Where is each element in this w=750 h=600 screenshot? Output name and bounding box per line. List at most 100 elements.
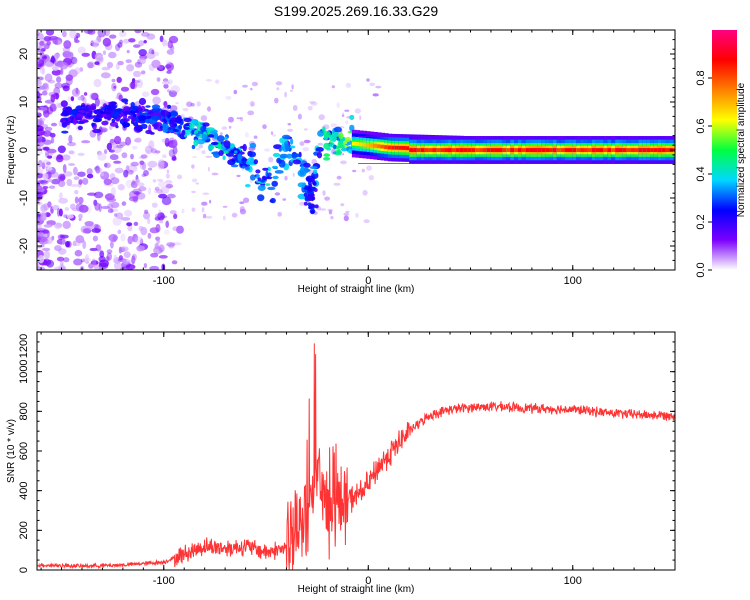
noise-blob <box>112 145 122 154</box>
noise-blob <box>154 186 160 191</box>
tone-band <box>642 148 647 152</box>
signal-blob <box>213 151 221 159</box>
noise-blob <box>171 145 177 149</box>
colorbar-label: Normalized spectral amplitude <box>736 82 747 217</box>
noise-blob <box>148 140 155 150</box>
noise-blob <box>43 146 50 151</box>
noise-blob <box>166 242 176 247</box>
noise-blob <box>66 51 74 59</box>
noise-blob <box>91 228 101 233</box>
noise-blob <box>43 43 50 50</box>
noise-blob <box>192 178 198 183</box>
noise-blob <box>68 150 75 155</box>
noise-blob <box>48 185 56 189</box>
noise-blob <box>68 163 76 166</box>
tone-band <box>369 143 375 148</box>
noise-blob <box>131 255 136 265</box>
noise-blob <box>243 197 250 203</box>
colorbar-tick-label: 0.0 <box>695 262 707 277</box>
noise-blob <box>111 82 117 92</box>
noise-blob <box>330 123 337 128</box>
signal-blob <box>310 193 315 198</box>
spectrogram-y-label: Frequency (Hz) <box>6 116 17 185</box>
signal-blob <box>334 126 342 133</box>
signal-blob <box>267 186 276 191</box>
noise-blob <box>41 247 51 252</box>
noise-blob <box>222 215 226 221</box>
tone-band <box>467 148 473 152</box>
noise-blob <box>37 94 42 103</box>
tone-band <box>413 148 418 152</box>
noise-blob <box>225 95 232 100</box>
colorbar-tick-label: 0.8 <box>695 70 707 85</box>
noise-blob <box>62 30 67 38</box>
signal-blob <box>309 166 318 170</box>
tone-band <box>525 148 531 152</box>
noise-blob <box>110 187 116 196</box>
noise-blob <box>125 59 132 63</box>
noise-blob <box>165 179 173 184</box>
noise-blob <box>86 173 94 179</box>
noise-blob <box>244 132 249 138</box>
noise-blob <box>127 164 138 173</box>
noise-blob <box>195 182 200 185</box>
noise-blob <box>90 40 94 47</box>
noise-blob <box>239 201 245 205</box>
noise-blob <box>220 132 223 136</box>
noise-blob <box>102 50 107 55</box>
noise-blob <box>39 65 44 74</box>
noise-blob <box>355 213 359 218</box>
noise-blob <box>155 213 161 218</box>
tone-band <box>455 148 461 152</box>
noise-blob <box>78 204 89 213</box>
noise-blob <box>113 85 117 89</box>
noise-blob <box>262 124 267 130</box>
signal-blob <box>260 179 266 183</box>
signal-blob <box>272 175 279 180</box>
signal-blob <box>120 112 124 117</box>
noise-blob <box>110 240 114 249</box>
noise-blob <box>58 264 66 270</box>
noise-blob <box>132 145 138 150</box>
tone-band <box>486 148 492 152</box>
noise-blob <box>155 223 161 233</box>
tone-band <box>362 142 368 147</box>
figure-title: S199.2025.269.16.33.G29 <box>274 3 438 19</box>
noise-blob <box>341 114 345 118</box>
noise-blob <box>157 215 162 218</box>
noise-blob <box>91 39 100 48</box>
noise-blob <box>52 66 59 71</box>
noise-blob <box>37 201 43 206</box>
signal-blob <box>162 128 168 133</box>
noise-blob <box>37 180 48 184</box>
noise-blob <box>299 201 305 206</box>
signal-blob <box>290 138 294 145</box>
noise-blob <box>113 160 122 164</box>
signal-blob <box>138 104 142 112</box>
tone-band <box>572 148 577 152</box>
tone-band <box>405 146 411 151</box>
noise-blob <box>38 44 46 51</box>
spectrogram-blobs <box>37 30 382 270</box>
noise-blob <box>99 259 109 268</box>
noise-blob <box>211 172 219 176</box>
noise-blob <box>159 35 164 43</box>
signal-blob <box>289 145 296 149</box>
noise-blob <box>38 59 45 67</box>
noise-blob <box>37 118 41 127</box>
noise-blob <box>344 109 350 112</box>
colorbar-ticks: 0.0 0.2 0.4 0.6 0.8 <box>695 70 712 278</box>
noise-blob <box>37 125 44 132</box>
noise-blob <box>44 126 53 132</box>
noise-blob <box>166 70 172 74</box>
noise-blob <box>125 179 134 189</box>
signal-blob <box>216 135 225 142</box>
noise-blob <box>284 175 288 181</box>
noise-blob <box>233 89 238 95</box>
noise-blob <box>37 33 44 40</box>
noise-blob <box>44 61 54 68</box>
colorbar: 0.0 0.2 0.4 0.6 0.8 Normalized spectral ampl… <box>695 30 747 278</box>
noise-blob <box>40 179 49 185</box>
spectrogram-y-ticks: 20 10 0 -10 -20 <box>18 29 675 271</box>
noise-blob <box>43 139 52 145</box>
